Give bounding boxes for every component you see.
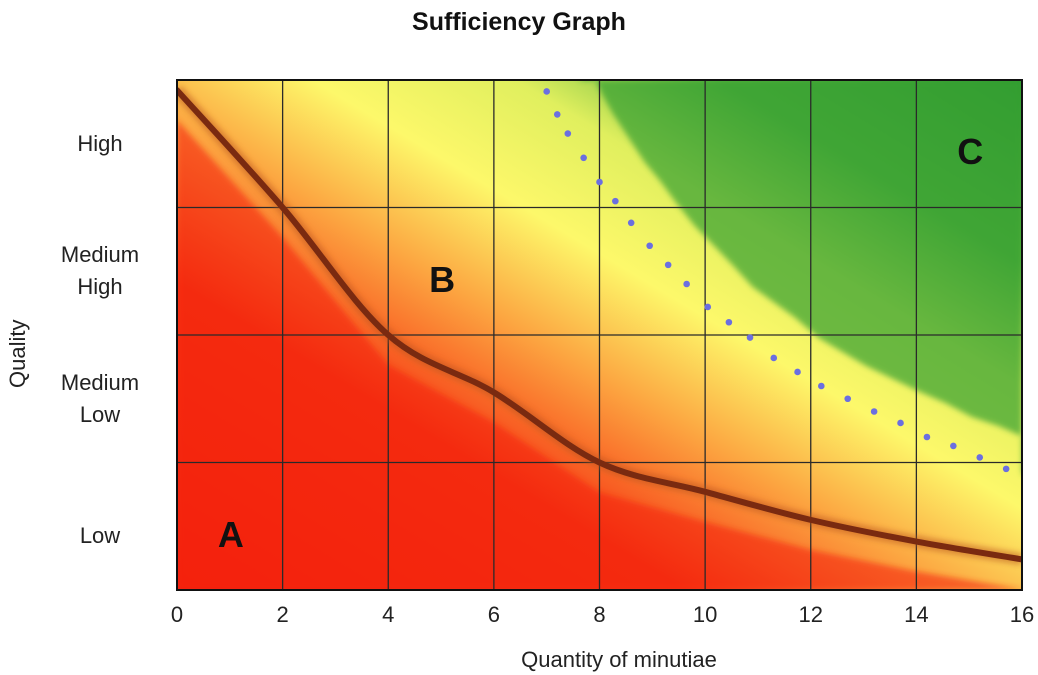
dotted-curve-point <box>646 242 653 250</box>
dotted-curve-point <box>1002 465 1010 473</box>
dotted-curve-point <box>770 354 778 362</box>
y-tick-label: Medium High <box>60 242 140 300</box>
x-tick-label: 2 <box>276 602 289 627</box>
x-tick-label: 16 <box>1009 602 1035 627</box>
dotted-curve-point <box>844 395 852 403</box>
dotted-curve-point <box>897 419 904 427</box>
x-tick-label: 10 <box>692 602 718 627</box>
dotted-curve-point <box>794 368 801 376</box>
x-tick-label: 0 <box>170 602 184 627</box>
dotted-curve-point <box>950 442 957 450</box>
dotted-curve-point <box>704 303 712 311</box>
dotted-curve-point <box>725 318 733 326</box>
dotted-curve-point <box>746 334 754 341</box>
x-tick-label: 4 <box>382 602 395 627</box>
x-tick-label: 6 <box>487 602 500 627</box>
dotted-curve-point <box>976 454 984 461</box>
sufficiency-curve <box>177 87 1022 563</box>
dotted-curve-point <box>612 197 619 205</box>
region-label-c: C <box>957 130 984 172</box>
dotted-curve-point <box>543 88 550 95</box>
curve-group <box>177 86 1022 566</box>
chart-title: Sufficiency Graph <box>412 8 626 36</box>
y-tick-label: Medium Low <box>60 369 140 427</box>
y-tick-label: Low <box>79 523 121 549</box>
dotted-curve-point <box>627 219 635 227</box>
x-tick-label: 8 <box>593 602 606 627</box>
region-label-b: B <box>429 259 456 301</box>
dotted-curve-point <box>683 280 690 288</box>
x-tick-label: 12 <box>798 602 823 627</box>
region-label-a: A <box>217 514 244 556</box>
dotted-curve-point <box>818 382 825 390</box>
x-axis-label: Quantity of minutiae <box>521 647 717 672</box>
dotted-curve-point <box>870 408 878 415</box>
dotted-curve-point <box>923 433 931 441</box>
dotted-curve-point <box>664 261 672 269</box>
plot-area <box>176 79 1023 591</box>
y-tick-label: High <box>77 130 123 156</box>
dotted-curve-point <box>596 178 603 186</box>
dotted-curve-point <box>553 111 561 118</box>
dotted-curve-point <box>564 130 572 137</box>
dotted-curve-point <box>580 154 587 162</box>
green-zone <box>578 80 1022 476</box>
y-axis-label: Quality <box>5 319 30 388</box>
x-tick-label: 14 <box>904 602 929 627</box>
plot-border <box>176 79 1023 591</box>
